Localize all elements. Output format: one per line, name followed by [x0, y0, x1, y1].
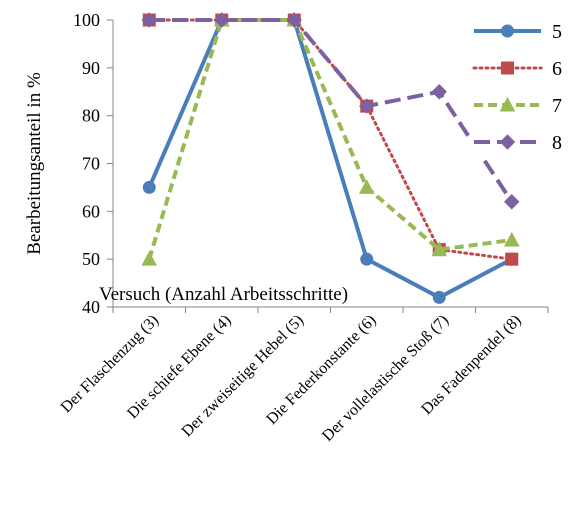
data-point: [503, 231, 520, 247]
y-tick-label: 50: [82, 249, 100, 269]
legend: 5 6 7 8: [470, 12, 568, 160]
data-point: [358, 179, 375, 194]
legend-label-7: 7: [552, 95, 562, 117]
series-8: [141, 12, 520, 210]
data-point: [360, 252, 374, 266]
x-axis-title: Versuch (Anzahl Arbeitsschritte): [99, 284, 348, 305]
series-line-7: [147, 18, 513, 260]
series-line-8: [149, 18, 514, 203]
x-tick-label: Der zweiseitige Hebel (5): [179, 312, 308, 441]
legend-marker-8: [499, 134, 516, 150]
series-line-5: [147, 18, 513, 300]
y-tick-label: 60: [82, 201, 100, 221]
y-tick-label: 70: [82, 154, 100, 174]
data-point: [431, 84, 447, 100]
data-point: [214, 12, 230, 28]
series-5: [142, 13, 519, 304]
y-axis-title: Bearbeitungsanteil in %: [24, 72, 45, 255]
data-point: [504, 194, 520, 210]
legend-marker-7: [499, 96, 516, 112]
data-point: [141, 12, 157, 28]
legend-marker-6: [501, 61, 514, 75]
x-tick-label: Der vollelastische Stoß (7): [319, 312, 452, 445]
data-point: [286, 12, 302, 28]
data-point: [432, 290, 446, 304]
legend-label-8: 8: [552, 132, 562, 154]
legend-label-6: 6: [552, 58, 562, 80]
y-tick-label: 90: [82, 58, 100, 78]
data-point: [359, 98, 375, 114]
legend-label-5: 5: [552, 21, 562, 43]
data-point: [505, 252, 519, 266]
legend-background: [470, 12, 568, 160]
series-layer: [141, 11, 520, 304]
data-point: [141, 251, 158, 266]
y-tick-label: 80: [82, 106, 100, 126]
data-point: [142, 180, 156, 194]
legend-marker-5: [501, 24, 514, 38]
y-tick-label: 100: [73, 10, 100, 30]
y-tick-label: 40: [82, 297, 100, 317]
data-point: [431, 241, 448, 257]
